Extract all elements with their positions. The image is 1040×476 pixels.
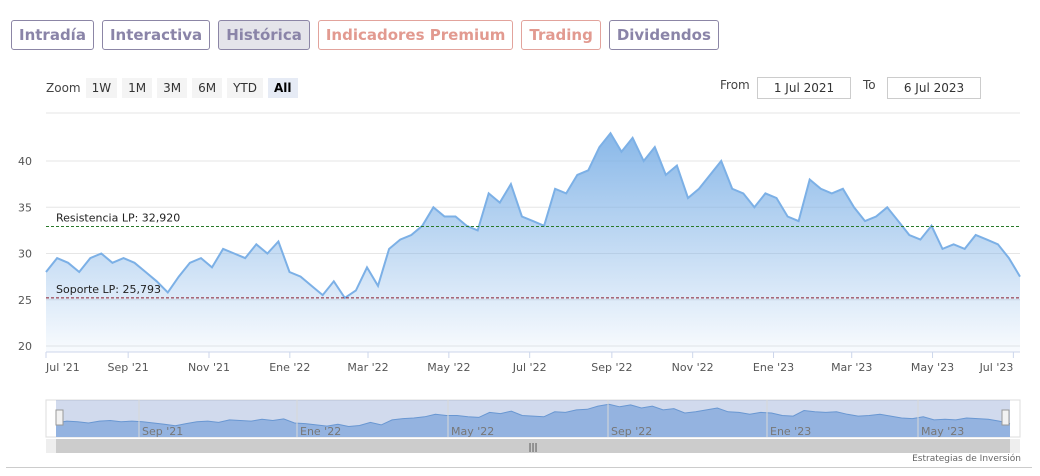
navigator-handle[interactable] [55,409,64,426]
x-tick-label: Nov '21 [188,361,230,374]
level-label: Soporte LP: 25,793 [56,283,161,296]
navigator-area [56,404,1010,437]
y-tick-label: 25 [18,294,32,307]
zoom-1m-button[interactable]: 1M [122,78,153,98]
x-tick-label: Jul '22 [512,361,547,374]
x-tick-label: Ene '23 [753,361,794,374]
navigator-tick-label: May '23 [921,425,964,438]
to-label: To [863,78,876,92]
tab-intradía[interactable]: Intradía [11,20,94,50]
x-tick-label: May '23 [911,361,954,374]
credit-link[interactable]: Estrategias de Inversión [912,454,1021,464]
navigator-mask[interactable] [56,400,1010,437]
tab-indicadores-premium[interactable]: Indicadores Premium [317,20,514,50]
x-tick-label: Ene '22 [269,361,310,374]
x-tick-label: Jul '21 [45,361,80,374]
x-tick-label: Mar '23 [831,361,872,374]
y-tick-label: 30 [18,248,32,261]
x-tick-label: Nov '22 [672,361,714,374]
x-tick-label: Sep '22 [591,361,632,374]
zoom-controls: Zoom 1W 1M 3M 6M YTD All [46,78,298,98]
scroll-right-button[interactable] [1010,439,1020,453]
tab-interactiva[interactable]: Interactiva [101,20,211,50]
zoom-1w-button[interactable]: 1W [85,78,118,98]
x-tick-label: Jul '23 [979,361,1014,374]
x-tick-label: Sep '21 [108,361,149,374]
zoom-3m-button[interactable]: 3M [157,78,188,98]
divider [6,467,1032,468]
to-date-input[interactable]: 6 Jul 2023 [887,77,981,99]
navigator-tick-label: May '22 [451,425,494,438]
navigator-tick-label: Sep '21 [142,425,183,438]
y-tick-label: 35 [18,201,32,214]
tab-bar: Intradía Interactiva Histórica Indicadores … [11,20,719,50]
tab-dividendos[interactable]: Dividendos [608,20,719,50]
zoom-label: Zoom [46,81,81,95]
zoom-ytd-button[interactable]: YTD [227,78,263,98]
tab-trading[interactable]: Trading [521,20,601,50]
from-date-input[interactable]: 1 Jul 2021 [757,77,851,99]
scroll-left-button[interactable] [46,439,56,453]
zoom-all-button[interactable]: All [268,78,298,98]
tab-histórica[interactable]: Histórica [218,20,310,50]
y-tick-label: 20 [18,340,32,353]
scrollbar[interactable] [46,439,1020,453]
price-area [46,133,1020,352]
x-tick-label: May '22 [427,361,470,374]
navigator-tick-label: Ene '23 [770,425,811,438]
scrollbar-grip-icon[interactable]: ||| [528,443,537,453]
navigator-tick-label: Ene '22 [300,425,341,438]
navigator-tick-label: Sep '22 [611,425,652,438]
y-tick-label: 40 [18,155,32,168]
navigator-line [55,403,1011,428]
from-label: From [720,78,750,92]
navigator-handle[interactable] [1001,409,1010,426]
zoom-6m-button[interactable]: 6M [192,78,223,98]
x-tick-label: Mar '22 [347,361,388,374]
level-label: Resistencia LP: 32,920 [56,211,180,224]
